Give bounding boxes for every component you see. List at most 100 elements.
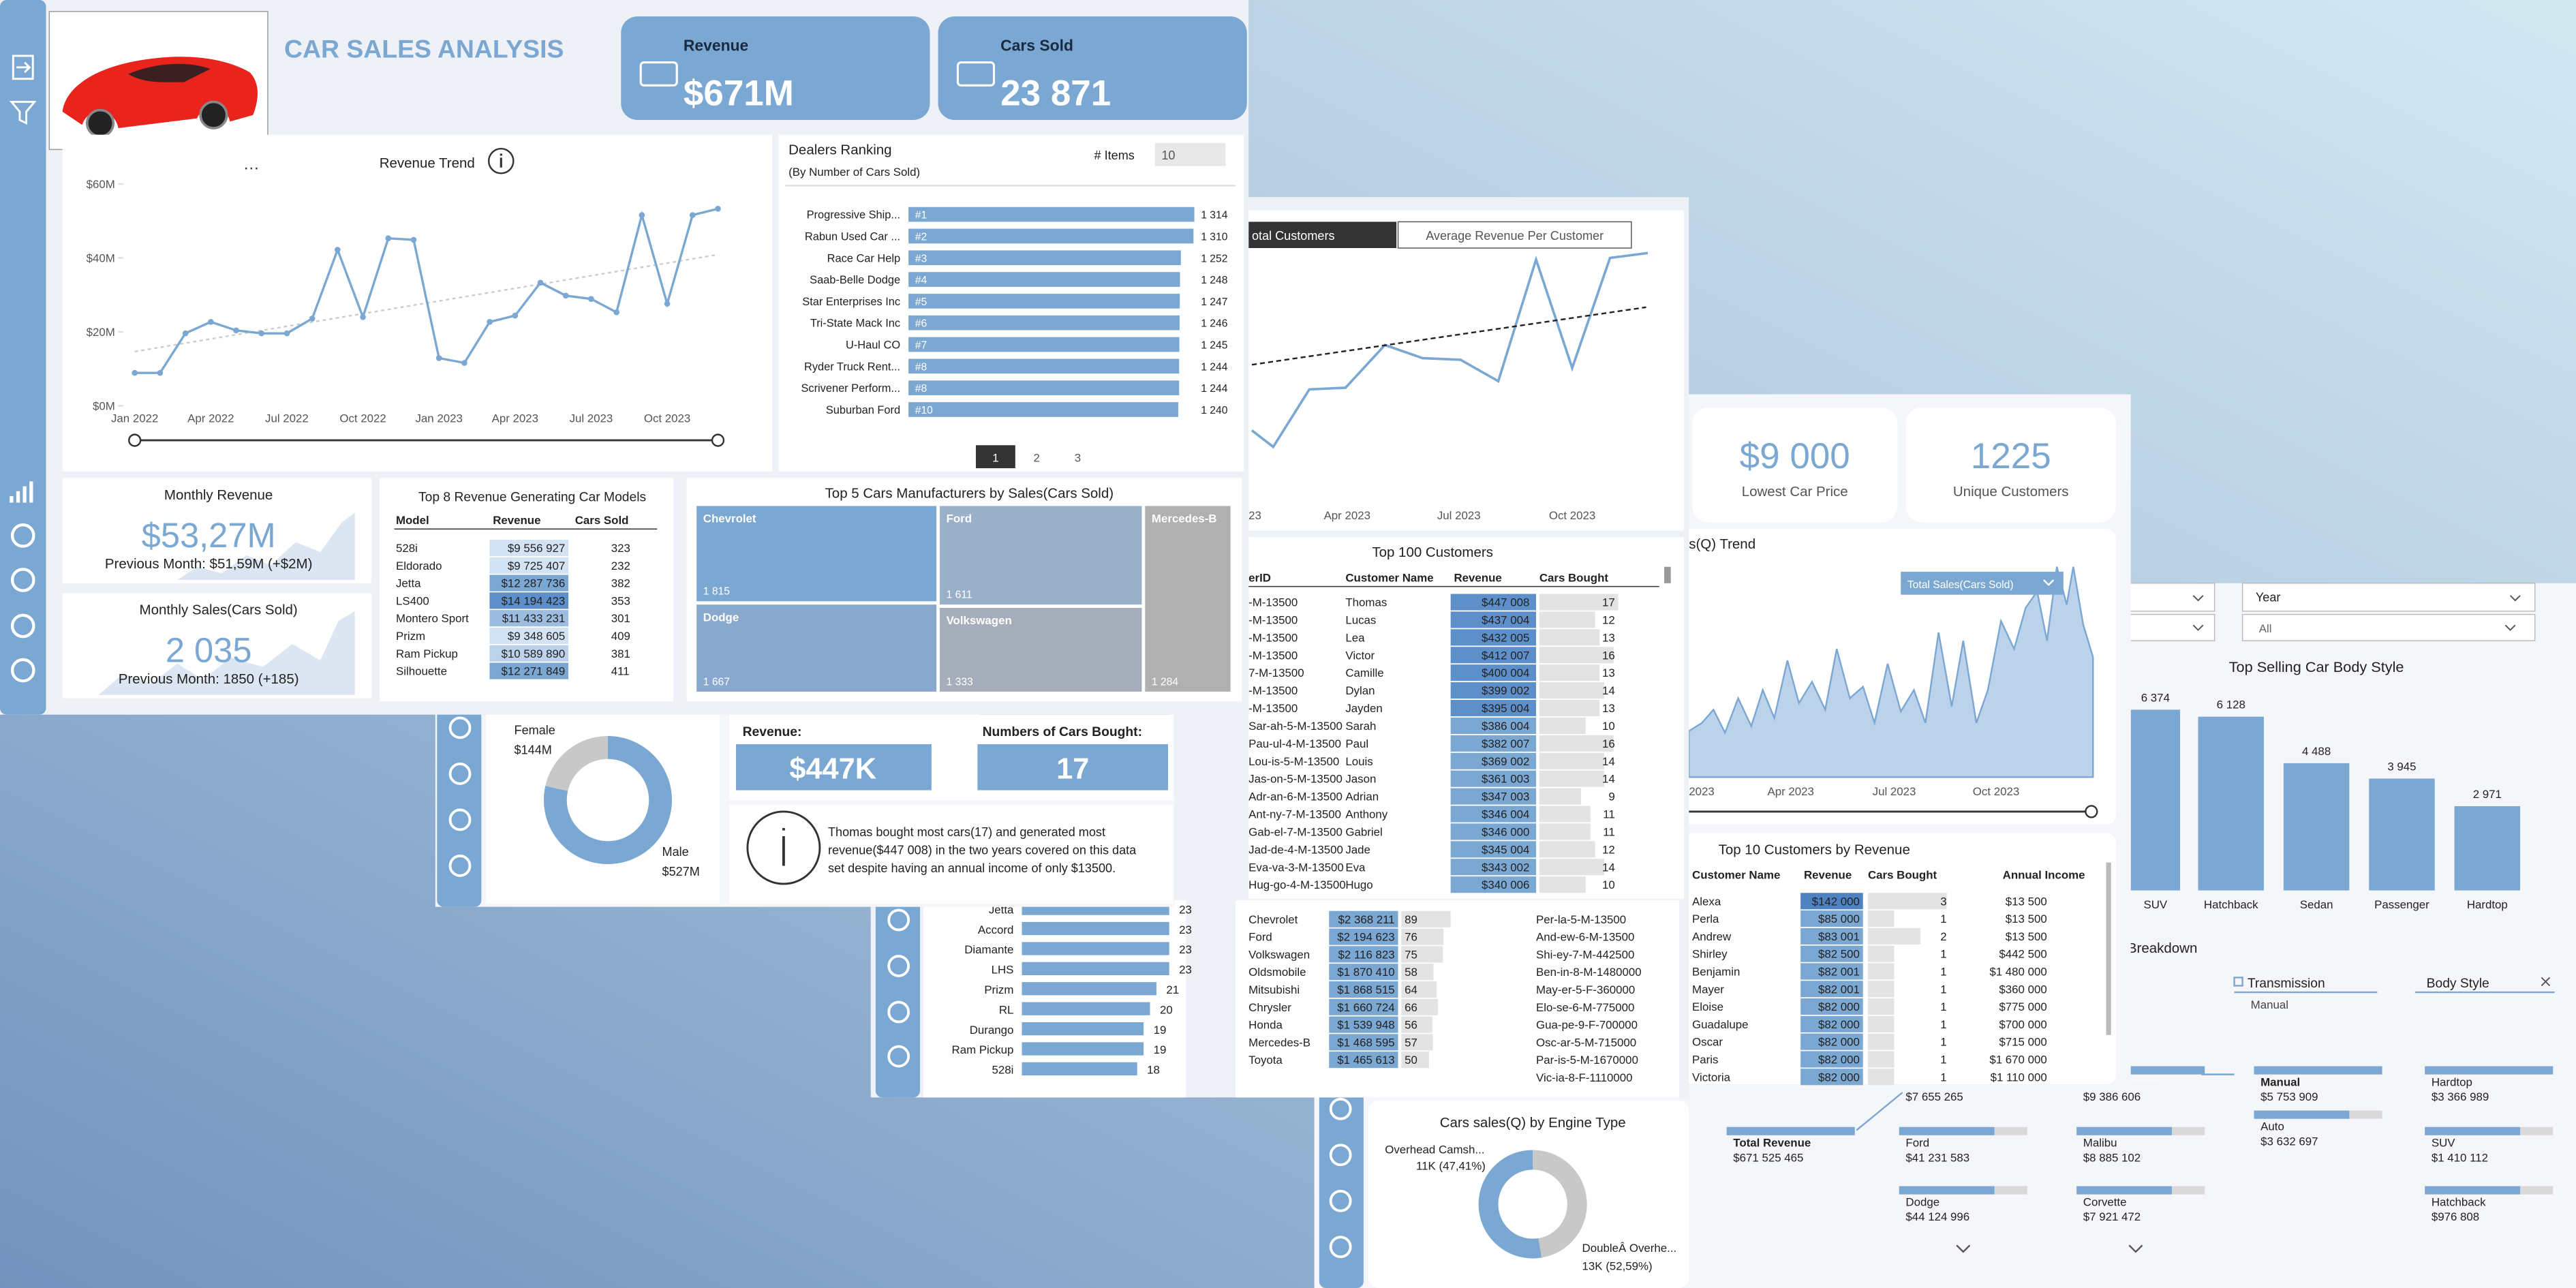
nav-icon[interactable] — [10, 658, 35, 683]
tab[interactable] — [1397, 221, 1632, 249]
filter-icon[interactable] — [9, 101, 37, 125]
label: $12 271 849 — [502, 665, 566, 678]
label: Jad-de-4-M-13500 — [1248, 843, 1343, 856]
label: $671 525 465 — [1733, 1151, 1803, 1164]
revenue-cell — [1329, 1034, 1398, 1051]
page-button[interactable]: 1 — [992, 451, 998, 464]
label: #7 — [915, 340, 927, 352]
label: 3 — [1940, 895, 1946, 908]
label: Oldsmobile — [1248, 966, 1306, 979]
label: 1 284 — [1152, 676, 1178, 688]
tab[interactable] — [1248, 221, 1397, 249]
label: Lea — [1345, 631, 1365, 644]
label: otal Customers — [1252, 229, 1335, 243]
label: Top 100 Customers — [1372, 545, 1493, 560]
label: $432 005 — [1482, 631, 1529, 644]
nav-icon[interactable] — [448, 763, 472, 785]
sparkline-area — [177, 512, 355, 580]
donut-slice — [1533, 1150, 1587, 1258]
label: Gab-el-7-M-13500 — [1248, 825, 1343, 838]
nav-icon[interactable] — [10, 613, 35, 639]
slider-handle[interactable] — [2085, 805, 2098, 818]
chevron[interactable] — [2128, 1244, 2143, 1253]
nav-icon[interactable] — [887, 955, 910, 977]
label: #4 — [915, 275, 927, 286]
nav-icon[interactable] — [887, 1000, 910, 1024]
label: Anthony — [1345, 808, 1387, 821]
page-selected[interactable] — [975, 445, 1015, 469]
items-input[interactable] — [1154, 142, 1226, 166]
label: $382 007 — [1482, 737, 1529, 750]
nav-icon[interactable] — [10, 568, 35, 592]
data-point — [132, 369, 138, 376]
cars-bar — [1401, 928, 1444, 945]
label: 17 — [1602, 596, 1615, 609]
nav-icon[interactable] — [1329, 1236, 1352, 1259]
dropdown[interactable] — [2127, 583, 2215, 612]
chevron[interactable] — [1956, 1244, 1971, 1253]
nav-icon[interactable] — [887, 1045, 910, 1068]
nav-icon[interactable] — [448, 855, 472, 877]
label: $7 655 265 — [1905, 1090, 1963, 1103]
label: $369 002 — [1482, 755, 1529, 768]
label: Unique Customers — [1953, 484, 2069, 500]
label: $9 725 407 — [508, 559, 565, 572]
label: 1 252 — [1201, 253, 1227, 264]
nav-icon[interactable] — [12, 55, 34, 80]
treemap-tile — [939, 506, 1142, 605]
nav-icon[interactable] — [448, 716, 472, 739]
nav-icon[interactable] — [10, 481, 33, 503]
label: -M-13500 — [1248, 596, 1298, 609]
nav-icon[interactable] — [1329, 1144, 1352, 1167]
slider-handle[interactable] — [128, 433, 142, 447]
data-point — [309, 316, 316, 322]
data-point — [258, 330, 265, 337]
label: Toyota — [1248, 1054, 1283, 1067]
data-point — [385, 235, 392, 242]
label: Jason — [1345, 773, 1376, 786]
cars-bar — [1401, 964, 1434, 981]
page-button[interactable]: 3 — [1075, 451, 1081, 464]
page-button[interactable]: 2 — [1033, 451, 1039, 464]
nav-icon[interactable] — [448, 808, 472, 831]
bar — [908, 315, 1180, 331]
label: Durango — [970, 1024, 1014, 1037]
nav-icon[interactable] — [10, 523, 35, 548]
bar — [1022, 1002, 1150, 1015]
bar — [1022, 921, 1169, 936]
label: #10 — [915, 405, 933, 416]
label: CAR SALES ANALYSIS — [284, 34, 564, 63]
nav-icon[interactable] — [1329, 1189, 1352, 1212]
label: $9 348 605 — [508, 630, 565, 643]
scrollbar[interactable] — [2106, 862, 2111, 1035]
label: $395 004 — [1482, 702, 1529, 715]
label: Dylan — [1345, 684, 1375, 697]
revenue-cell — [1450, 876, 1537, 893]
scrollbar[interactable] — [1664, 566, 1671, 583]
cars-bar — [1867, 981, 1895, 998]
nav-icon[interactable] — [1329, 1097, 1352, 1120]
label: Breakdown — [2128, 940, 2197, 956]
bar — [908, 228, 1194, 244]
info-icon[interactable] — [487, 147, 515, 174]
label: 13 — [1602, 666, 1615, 679]
label: $671M — [684, 73, 794, 113]
label: Eldorado — [396, 559, 442, 572]
nav-icon[interactable] — [887, 908, 910, 932]
label: $44 124 996 — [1905, 1210, 1969, 1223]
label: (By Number of Cars Sold) — [788, 166, 920, 179]
dropdown[interactable] — [1901, 571, 2064, 595]
label: Pau-ul-4-M-13500 — [1248, 737, 1341, 750]
close-icon[interactable] — [2541, 977, 2551, 987]
more-options[interactable]: … — [243, 155, 260, 173]
dropdown[interactable] — [2241, 583, 2536, 612]
body-style-panel: Year All Top Selling Car Body Style 6 374 SU… — [2119, 583, 2576, 1085]
label: Oct 2023 — [1549, 509, 1595, 522]
label: Benjamin — [1692, 965, 1740, 978]
label: SUV — [2144, 898, 2168, 911]
dropdown[interactable] — [2241, 613, 2536, 641]
label: -M-13500 — [1248, 649, 1298, 662]
slider-handle[interactable] — [711, 433, 725, 447]
label: Hardtop — [2432, 1075, 2472, 1088]
label: Apr 2023 — [492, 412, 538, 425]
